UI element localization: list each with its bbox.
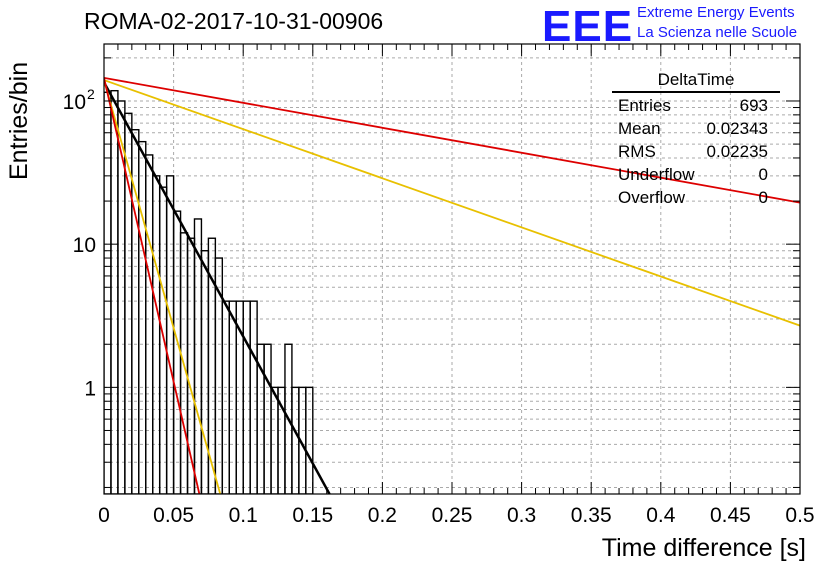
x-tick-label: 0.15	[292, 504, 333, 527]
stats-label: RMS	[618, 142, 656, 161]
x-tick-label: 0.35	[571, 504, 612, 527]
logo-subtitle-line2: La Scienza nelle Scuole	[637, 24, 798, 41]
stats-row-entries: Entries 693	[612, 94, 780, 117]
histogram-bin	[138, 140, 147, 494]
stats-label: Mean	[618, 119, 661, 138]
histogram-bin	[104, 91, 112, 494]
histogram-bin	[270, 386, 279, 494]
x-tick-label: 0.25	[432, 504, 473, 527]
stats-value: 693	[739, 96, 768, 115]
x-tick-label: 0.45	[710, 504, 751, 527]
stats-value: 0.02235	[706, 142, 768, 161]
histogram-bin	[242, 300, 251, 494]
stats-row-mean: Mean 0.02343	[612, 117, 780, 140]
x-tick-label: 0.5	[785, 504, 814, 527]
x-tick-label: 0	[98, 504, 110, 527]
x-tick-label: 0.05	[153, 504, 194, 527]
histogram-bin	[291, 386, 300, 494]
stats-row-rms: RMS 0.02235	[612, 140, 780, 163]
histogram-bin	[221, 300, 230, 494]
stats-value: 0	[758, 165, 768, 184]
stats-row-underflow: Underflow 0	[612, 163, 780, 186]
histogram-bin	[228, 300, 237, 494]
histogram-bin	[165, 175, 175, 494]
histogram-bin	[110, 89, 119, 494]
histogram-bin	[158, 186, 168, 494]
stats-title: DeltaTime	[612, 70, 780, 93]
x-axis-label: Time difference [s]	[601, 534, 806, 562]
eee-logo: EEE	[542, 2, 634, 51]
histogram-bin	[249, 300, 258, 494]
histogram-bin	[172, 210, 182, 494]
x-tick-label: 0.1	[229, 504, 258, 527]
stats-box: DeltaTime Entries 693 Mean 0.02343 RMS 0…	[612, 70, 780, 209]
stats-value: 0.02343	[706, 119, 768, 138]
histogram-bin	[145, 154, 154, 494]
fit-line	[104, 77, 201, 494]
y-tick-label: 10	[63, 91, 86, 114]
stats-value: 0	[758, 188, 768, 207]
stats-label: Underflow	[618, 165, 695, 184]
histogram-bin	[117, 100, 126, 494]
y-axis-label: Entries/bin	[5, 61, 33, 180]
y-tick-label: 10	[73, 234, 96, 257]
histogram-bin	[305, 386, 314, 494]
fit-line	[104, 81, 331, 494]
histogram-bin	[152, 175, 161, 494]
y-tick-label-exponent: 2	[87, 86, 95, 102]
chart-title: ROMA-02-2017-10-31-00906	[84, 8, 384, 34]
fit-line	[104, 79, 222, 494]
x-tick-label: 0.3	[507, 504, 536, 527]
stats-row-overflow: Overflow 0	[612, 186, 780, 209]
fit-line	[104, 79, 800, 327]
stats-label: Entries	[618, 96, 671, 115]
stats-label: Overflow	[618, 188, 686, 207]
logo-subtitle-line1: Extreme Energy Events	[637, 4, 795, 21]
x-tick-label: 0.4	[646, 504, 676, 527]
x-tick-label: 0.2	[368, 504, 397, 527]
fit-line	[104, 76, 800, 204]
y-tick-label: 1	[84, 377, 96, 400]
